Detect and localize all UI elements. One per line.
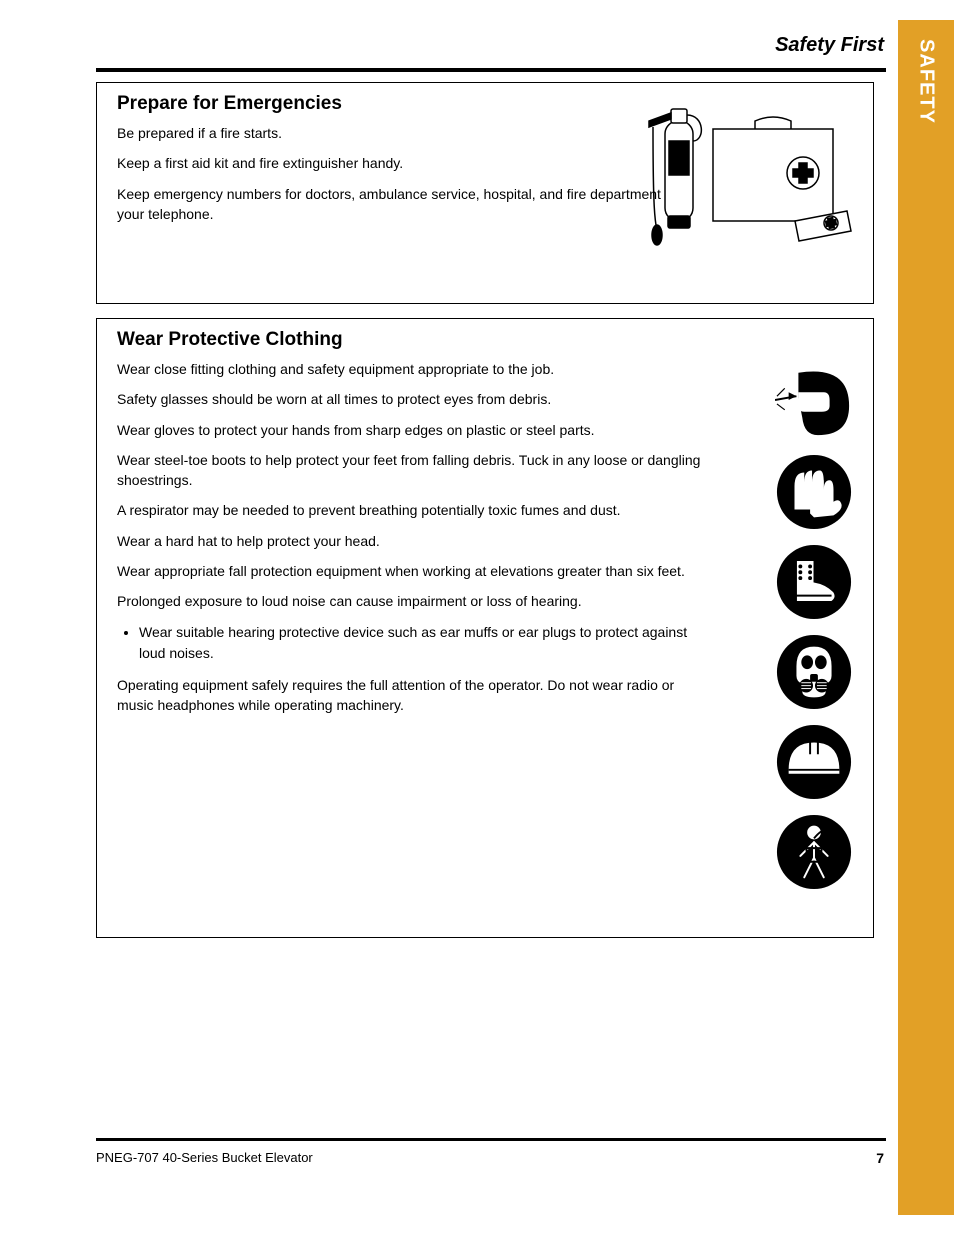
side-accent-bar: SAFETY (898, 20, 954, 1215)
ppe-p6: Wear a hard hat to help protect your hea… (117, 531, 703, 551)
ppe-bullet-1: Wear suitable hearing protective device … (139, 622, 703, 665)
fall-protection-icon (775, 813, 853, 891)
steel-toe-boots-icon (775, 543, 853, 621)
hard-hat-icon (775, 723, 853, 801)
emergency-p2: Keep a first aid kit and fire extinguish… (117, 153, 703, 173)
emergency-prep-box: Prepare for Emergencies Be prepared if a… (96, 82, 874, 304)
ppe-icon-column (773, 363, 855, 891)
header-rule (96, 68, 886, 72)
ppe-p3: Wear gloves to protect your hands from s… (117, 420, 703, 440)
ppe-p1: Wear close fitting clothing and safety e… (117, 359, 703, 379)
ppe-p5: A respirator may be needed to prevent br… (117, 500, 703, 520)
side-label: SAFETY (915, 39, 938, 124)
ppe-heading: Wear Protective Clothing (117, 329, 873, 351)
ppe-p7: Wear appropriate fall protection equipme… (117, 561, 703, 581)
footer-doc-id: PNEG-707 40-Series Bucket Elevator (96, 1150, 313, 1165)
ppe-bullets: Wear suitable hearing protective device … (139, 622, 703, 665)
ppe-p4: Wear steel-toe boots to help protect you… (117, 450, 703, 491)
ppe-p9: Operating equipment safely requires the … (117, 675, 703, 716)
footer-rule (96, 1138, 886, 1141)
page: SAFETY Safety First Prepare for Emergenc… (0, 0, 954, 1235)
page-title: Safety First (775, 34, 884, 57)
ppe-p2: Safety glasses should be worn at all tim… (117, 389, 703, 409)
emergency-p1: Be prepared if a fire starts. (117, 123, 703, 143)
safety-glasses-icon (775, 363, 853, 441)
respirator-icon (775, 633, 853, 711)
page-number: 7 (876, 1150, 884, 1166)
emergency-p3: Keep emergency numbers for doctors, ambu… (117, 184, 703, 225)
emergency-kit-icon (635, 91, 855, 261)
gloves-icon (775, 453, 853, 531)
ppe-box: Wear Protective Clothing Wear close fitt… (96, 318, 874, 938)
ppe-p8: Prolonged exposure to loud noise can cau… (117, 591, 703, 611)
